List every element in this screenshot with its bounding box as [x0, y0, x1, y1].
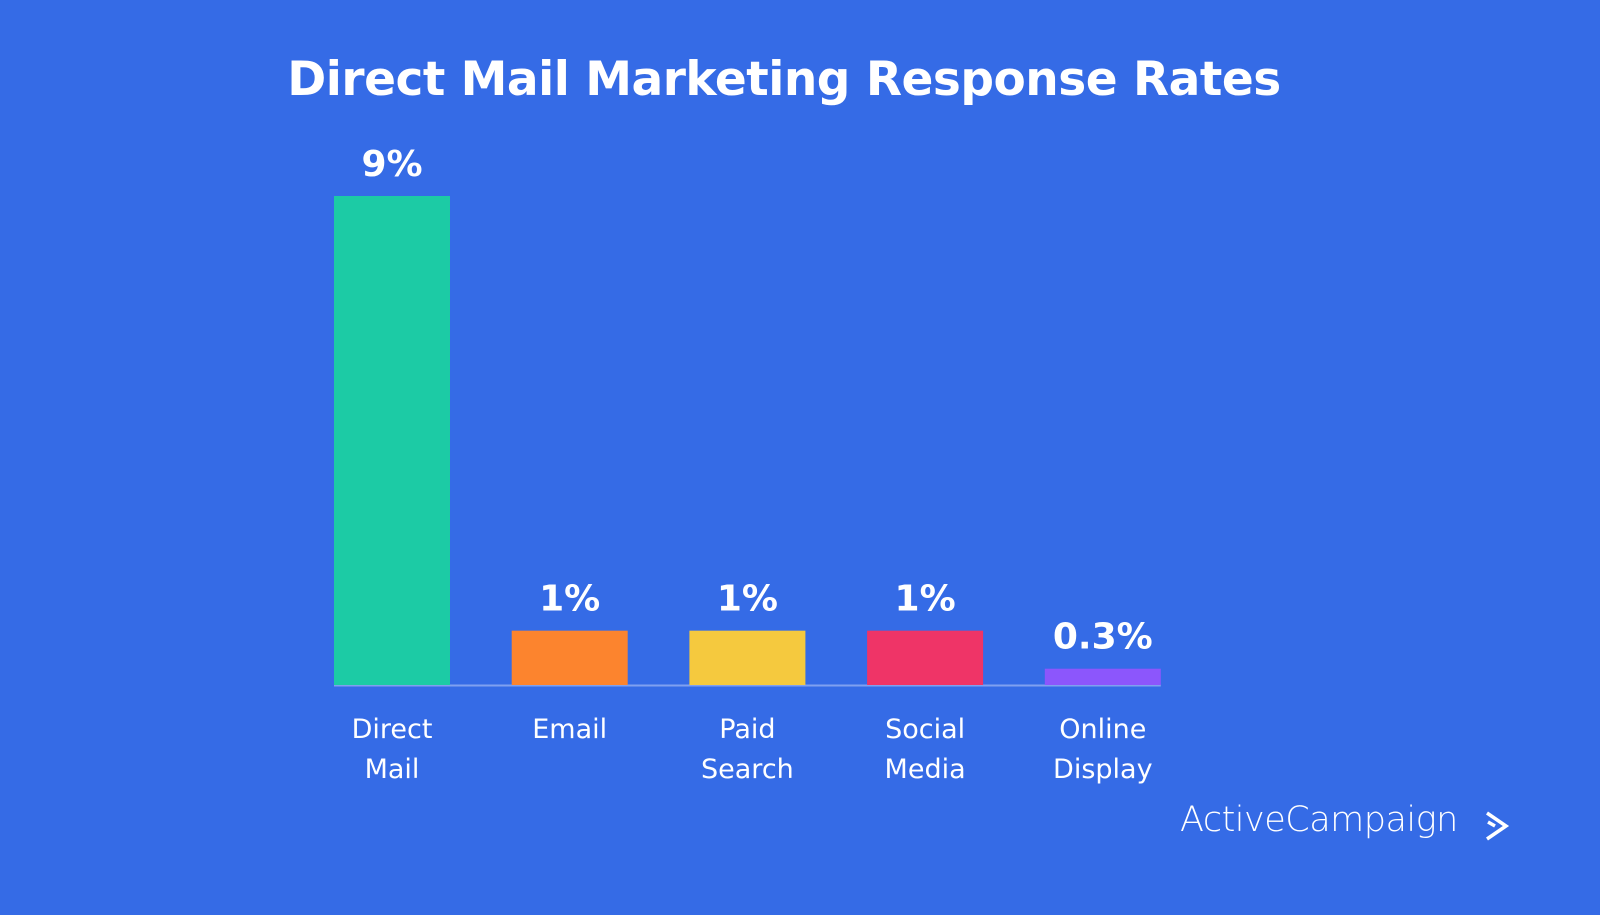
bar-3 [867, 630, 984, 685]
category-label-3: Social Media [885, 714, 966, 785]
data-label-1: 1% [539, 579, 600, 620]
bar-0 [334, 196, 450, 685]
category-label-1: Email [532, 714, 607, 745]
bar-4 [1044, 668, 1161, 685]
chevron-right-icon [1486, 811, 1510, 841]
category-label-2: Paid Search [701, 714, 794, 785]
data-label-4: 0.3% [1053, 617, 1153, 658]
data-label-2: 1% [717, 579, 778, 620]
bar-1 [511, 630, 628, 685]
category-label-0: Direct Mail [352, 714, 433, 785]
brand-logo: ActiveCampaign [1180, 800, 1458, 840]
chart-title: Direct Mail Marketing Response Rates [287, 52, 1281, 107]
category-label-4: Online Display [1053, 714, 1153, 785]
data-label-3: 1% [895, 579, 956, 620]
bar-2 [689, 630, 806, 685]
data-label-0: 9% [361, 144, 422, 185]
